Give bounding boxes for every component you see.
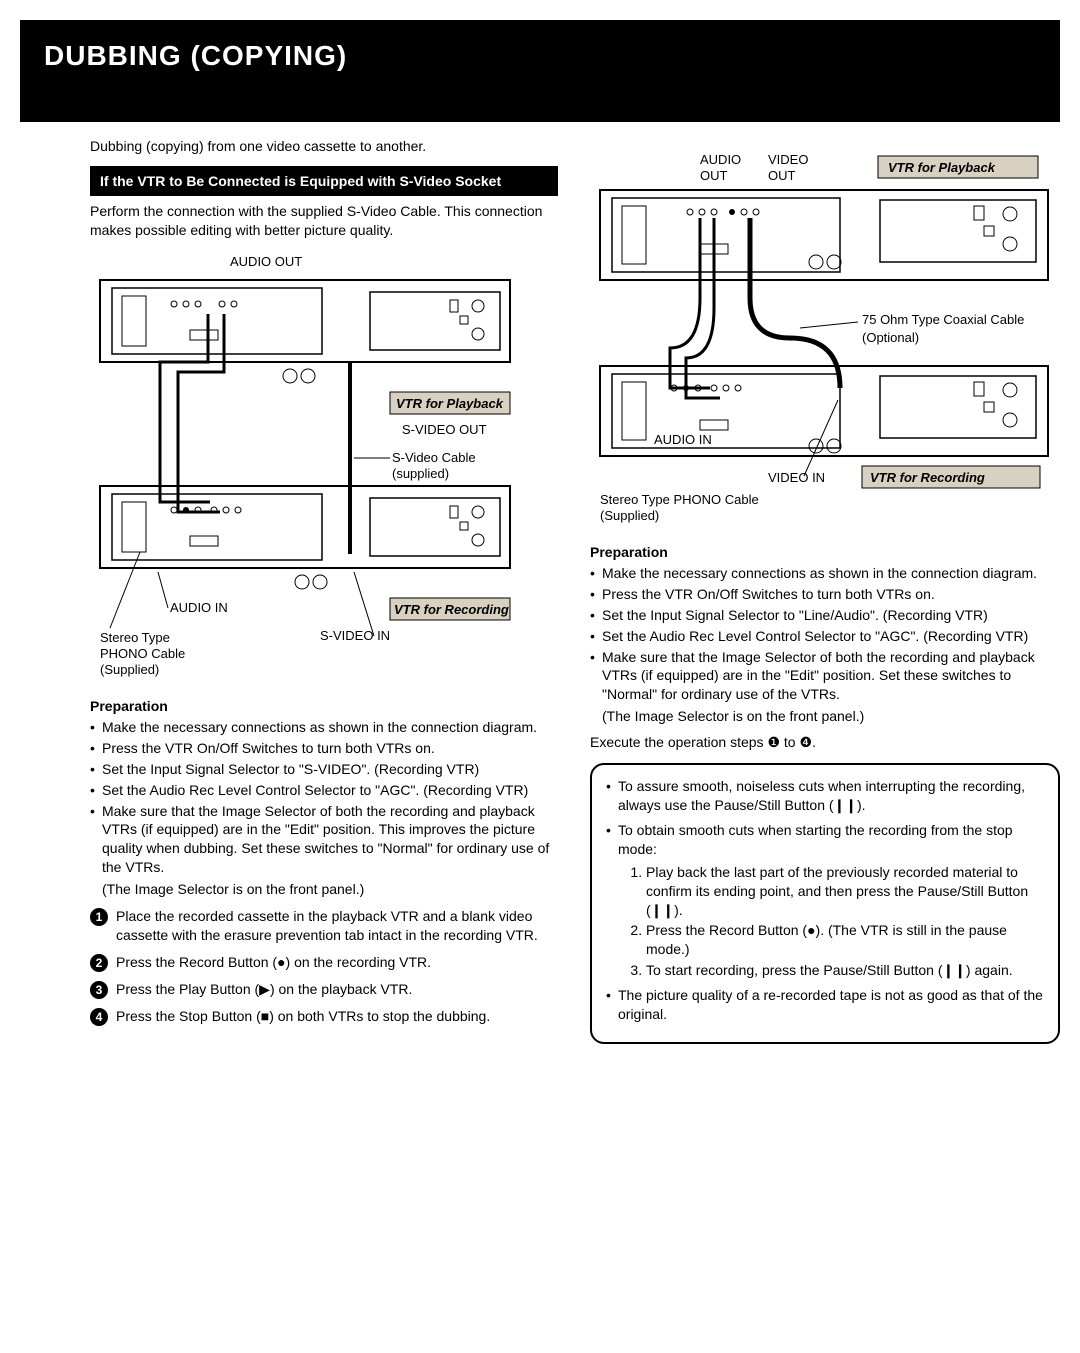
step-text: Press the Play Button (▶) on the playbac… bbox=[116, 980, 412, 999]
left-diagram: AUDIO OUT VTR for Playback S-VI bbox=[90, 252, 558, 682]
right-diagram: AUDIO OUT VIDEO OUT VTR for Playback bbox=[590, 148, 1060, 528]
coax-label: 75 Ohm Type Coaxial Cable bbox=[862, 312, 1024, 327]
right-prep-paren: (The Image Selector is on the front pane… bbox=[602, 708, 1060, 724]
svideo-in-label: S-VIDEO IN bbox=[320, 628, 390, 643]
video-in-label: VIDEO IN bbox=[768, 470, 825, 485]
prep-item: Set the Input Signal Selector to "Line/A… bbox=[590, 606, 1060, 625]
step-text: Place the recorded cassette in the playb… bbox=[116, 907, 558, 945]
step-num-icon: 3 bbox=[90, 981, 108, 999]
prep-item: Set the Audio Rec Level Control Selector… bbox=[590, 627, 1060, 646]
audio-out-label: AUDIO bbox=[700, 152, 741, 167]
audio-in-label: AUDIO IN bbox=[170, 600, 228, 615]
left-prep-head: Preparation bbox=[90, 698, 558, 714]
page-title: DUBBING (COPYING) bbox=[44, 40, 1036, 72]
prep-item: Make the necessary connections as shown … bbox=[90, 718, 558, 737]
tip-item: To assure smooth, noiseless cuts when in… bbox=[606, 777, 1044, 815]
right-column: AUDIO OUT VIDEO OUT VTR for Playback bbox=[590, 138, 1060, 1044]
vtr-playback-tag: VTR for Playback bbox=[888, 160, 996, 175]
prep-item: Set the Audio Rec Level Control Selector… bbox=[90, 781, 558, 800]
step-item: 1 Place the recorded cassette in the play… bbox=[90, 907, 558, 945]
audio-out-label: AUDIO OUT bbox=[230, 254, 302, 269]
execute-text: Execute the operation steps ❶ to ❹. bbox=[590, 734, 1060, 751]
tip-substep: Press the Record Button (●). (The VTR is… bbox=[646, 921, 1044, 959]
svg-text:OUT: OUT bbox=[768, 168, 796, 183]
prep-item: Press the VTR On/Off Switches to turn bo… bbox=[590, 585, 1060, 604]
tip-substep: Play back the last part of the previousl… bbox=[646, 863, 1044, 920]
tip-item: The picture quality of a re-recorded tap… bbox=[606, 986, 1044, 1024]
vtr-recording-tag: VTR for Recording bbox=[870, 470, 985, 485]
tip-substep: To start recording, press the Pause/Stil… bbox=[646, 961, 1044, 980]
prep-item: Press the VTR On/Off Switches to turn bo… bbox=[90, 739, 558, 758]
prep-item: Make the necessary connections as shown … bbox=[590, 564, 1060, 583]
tip-text: To obtain smooth cuts when starting the … bbox=[618, 822, 1013, 857]
left-prep-list: Make the necessary connections as shown … bbox=[90, 718, 558, 877]
right-prep-head: Preparation bbox=[590, 544, 1060, 560]
phono-supplied-label: (Supplied) bbox=[100, 662, 159, 677]
phono-label: Stereo Type PHONO Cable bbox=[600, 492, 759, 507]
svideo-note-body: Perform the connection with the supplied… bbox=[90, 202, 558, 240]
prep-item: Set the Input Signal Selector to "S-VIDE… bbox=[90, 760, 558, 779]
left-steps: 1 Place the recorded cassette in the play… bbox=[90, 907, 558, 1026]
step-item: 2 Press the Record Button (●) on the reco… bbox=[90, 953, 558, 972]
svideo-out-label: S-VIDEO OUT bbox=[402, 422, 487, 437]
right-prep-list: Make the necessary connections as shown … bbox=[590, 564, 1060, 704]
tip-item: To obtain smooth cuts when starting the … bbox=[606, 821, 1044, 980]
title-bar: DUBBING (COPYING) bbox=[20, 20, 1060, 122]
phono-cable-label: Stereo Type bbox=[100, 630, 170, 645]
step-text: Press the Record Button (●) on the recor… bbox=[116, 953, 431, 972]
audio-in-label: AUDIO IN bbox=[654, 432, 712, 447]
step-num-icon: 2 bbox=[90, 954, 108, 972]
left-prep-paren: (The Image Selector is on the front pane… bbox=[102, 881, 558, 897]
step-num-icon: 1 bbox=[90, 908, 108, 926]
svideo-cable-label: S-Video Cable bbox=[392, 450, 476, 465]
svideo-supplied-label: (supplied) bbox=[392, 466, 449, 481]
video-out-label: VIDEO bbox=[768, 152, 808, 167]
intro-text: Dubbing (copying) from one video cassett… bbox=[90, 138, 558, 154]
step-text: Press the Stop Button (■) on both VTRs t… bbox=[116, 1007, 490, 1026]
svideo-note-box: If the VTR to Be Connected is Equipped w… bbox=[90, 166, 558, 196]
svg-text:OUT: OUT bbox=[700, 168, 728, 183]
prep-item: Make sure that the Image Selector of bot… bbox=[90, 802, 558, 878]
coax-optional-label: (Optional) bbox=[862, 330, 919, 345]
step-item: 4 Press the Stop Button (■) on both VTRs … bbox=[90, 1007, 558, 1026]
phono-cable-label2: PHONO Cable bbox=[100, 646, 185, 661]
step-item: 3 Press the Play Button (▶) on the playba… bbox=[90, 980, 558, 999]
left-column: Dubbing (copying) from one video cassett… bbox=[20, 138, 558, 1044]
vtr-recording-tag: VTR for Recording bbox=[394, 602, 509, 617]
tips-box: To assure smooth, noiseless cuts when in… bbox=[590, 763, 1060, 1044]
step-num-icon: 4 bbox=[90, 1008, 108, 1026]
prep-item: Make sure that the Image Selector of bot… bbox=[590, 648, 1060, 705]
vtr-playback-tag: VTR for Playback bbox=[396, 396, 504, 411]
phono-supplied-label: (Supplied) bbox=[600, 508, 659, 523]
